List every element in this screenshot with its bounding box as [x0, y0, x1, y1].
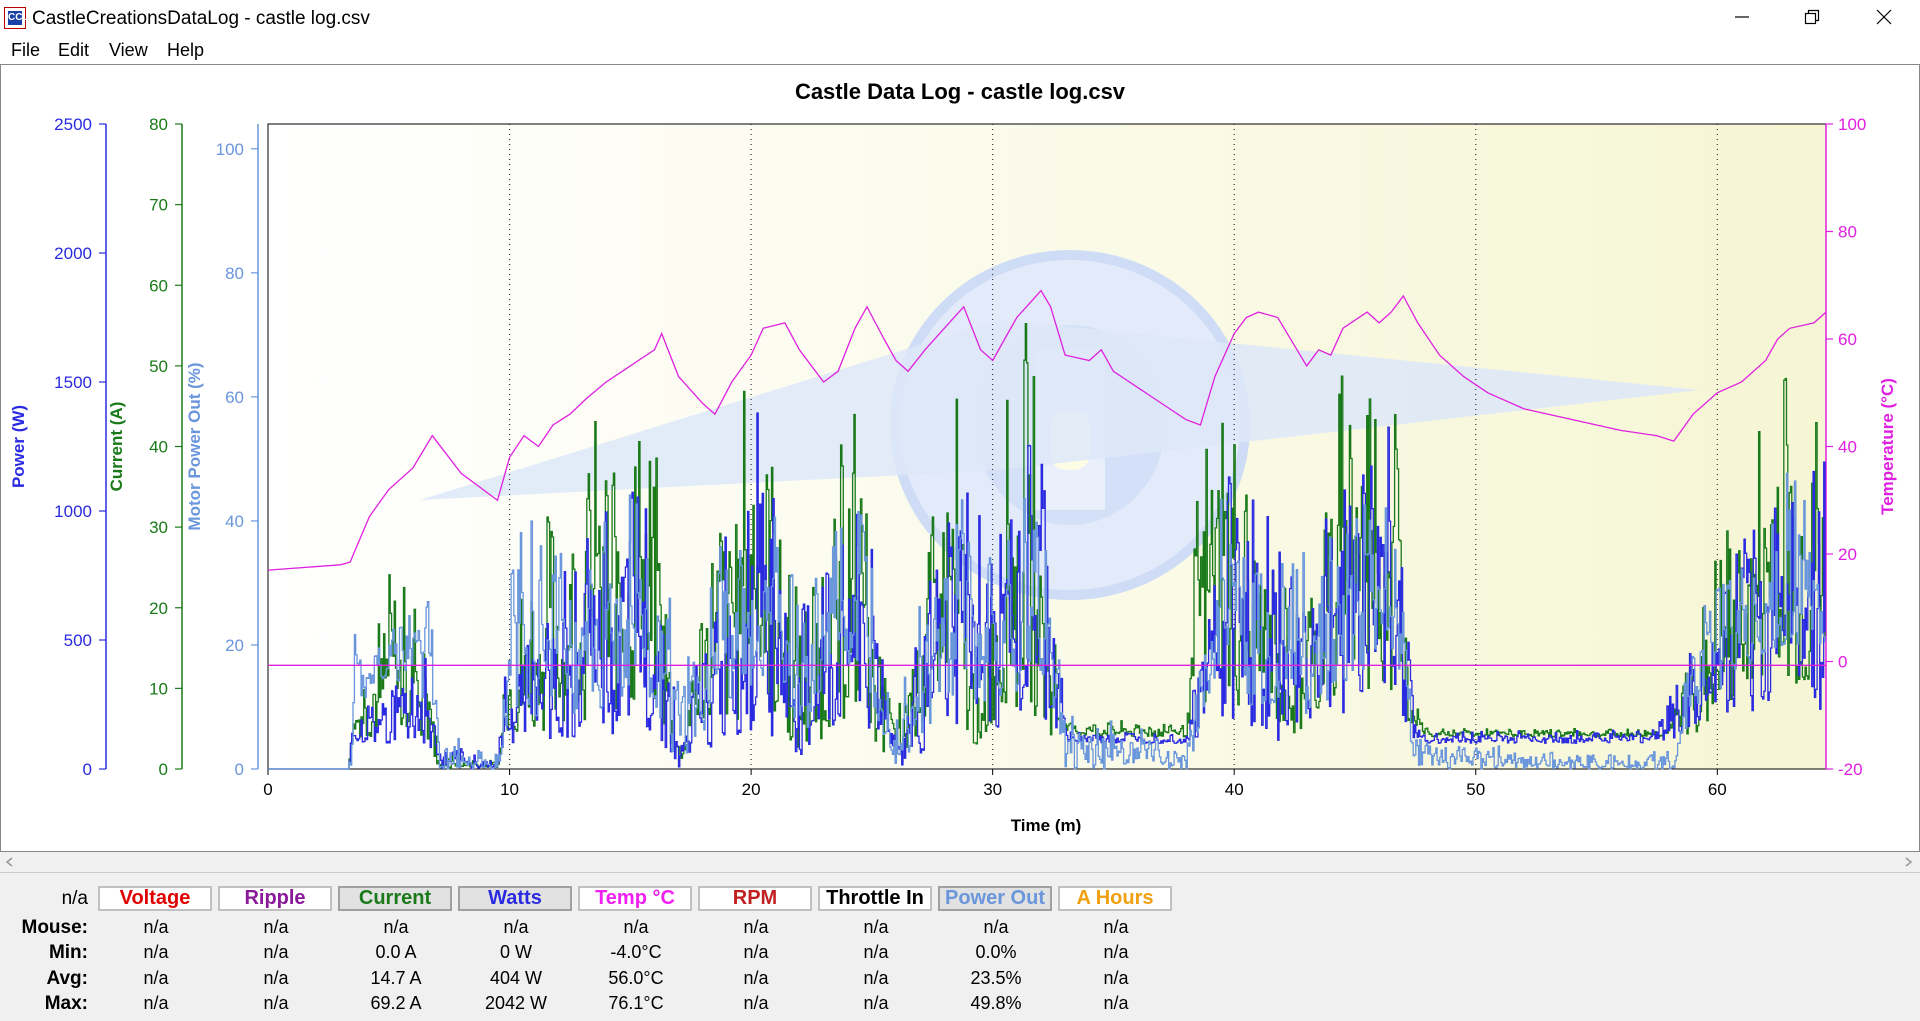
toggle-rpm[interactable]: RPM [698, 886, 812, 911]
stats-cell: n/a [143, 917, 169, 937]
scroll-right-icon [1905, 857, 1913, 867]
stats-cell: 0 W [499, 942, 532, 962]
toggle-a-hours[interactable]: A Hours [1058, 886, 1172, 911]
stats-row-label: Min: [48, 942, 88, 963]
stats-cell: 14.7 A [370, 968, 422, 988]
stats-cell: n/a [863, 917, 889, 937]
stats-cell: 69.2 A [370, 993, 422, 1013]
stats-cell: 0.0 A [375, 942, 417, 962]
toggle-current[interactable]: Current [338, 886, 452, 911]
horizontal-scrollbar[interactable] [0, 852, 1920, 872]
stats-cell: n/a [1103, 993, 1129, 1013]
stats-cell: n/a [743, 993, 769, 1013]
stats-cell: n/a [1103, 917, 1129, 937]
app-icon: CCL [4, 7, 29, 29]
toggle-power-out[interactable]: Power Out [938, 886, 1052, 911]
chart-panel[interactable] [0, 64, 1920, 852]
close-button[interactable] [1856, 0, 1912, 34]
stats-row-label: Mouse: [21, 917, 89, 938]
stats-cell: n/a [383, 917, 409, 937]
stats-cell: n/a [743, 917, 769, 937]
stats-row-label: Max: [44, 993, 88, 1014]
stats-cell: n/a [863, 942, 889, 962]
stats-cell: n/a [743, 942, 769, 962]
minimize-icon [1735, 16, 1749, 18]
stats-cell: n/a [1103, 942, 1129, 962]
restore-button[interactable] [1784, 0, 1840, 34]
stats-cell: n/a [143, 942, 169, 962]
stats-cell: n/a [1103, 968, 1129, 988]
stats-cell: n/a [263, 993, 289, 1013]
toggle-temp-c[interactable]: Temp °C [578, 886, 692, 911]
stats-cell: 49.8% [970, 993, 1022, 1013]
menu-view[interactable]: View [109, 40, 148, 60]
stats-cell: -4.0°C [610, 942, 662, 962]
menu-help[interactable]: Help [167, 40, 205, 60]
minimize-button[interactable] [1714, 0, 1770, 34]
stats-row-label: Avg: [46, 968, 88, 989]
close-icon [1876, 9, 1892, 25]
restore-icon [1804, 9, 1820, 25]
stats-cell: n/a [743, 968, 769, 988]
menu-bar: File Edit View Help [0, 36, 1920, 64]
toggle-ripple[interactable]: Ripple [218, 886, 332, 911]
menu-file[interactable]: File [11, 40, 41, 60]
stats-cell: 23.5% [970, 968, 1022, 988]
stats-cell: n/a [263, 917, 289, 937]
scroll-left-icon [5, 857, 13, 867]
toggle-voltage[interactable]: Voltage [98, 886, 212, 911]
stats-cell: n/a [863, 968, 889, 988]
stats-cell: n/a [143, 968, 169, 988]
title-bar: CCL CastleCreationsDataLog - castle log.… [0, 0, 1920, 36]
stats-cell: n/a [983, 917, 1009, 937]
stats-cell: 56.0°C [608, 968, 664, 988]
stats-cell: n/a [503, 917, 529, 937]
window-title: CastleCreationsDataLog - castle log.csv [32, 8, 370, 29]
stats-cell: n/a [263, 968, 289, 988]
stats-cell: 0.0% [975, 942, 1017, 962]
stats-cell: n/a [623, 917, 649, 937]
chart-title: Castle Data Log - castle log.csv [794, 79, 1126, 104]
stats-header-value: n/a [61, 888, 88, 909]
stats-cell: n/a [863, 993, 889, 1013]
toggle-watts[interactable]: Watts [458, 886, 572, 911]
menu-edit[interactable]: Edit [58, 40, 90, 60]
toggle-throttle-in[interactable]: Throttle In [818, 886, 932, 911]
stats-cell: n/a [143, 993, 169, 1013]
stats-cell: 2042 W [484, 993, 548, 1013]
stats-cell: n/a [263, 942, 289, 962]
stats-cell: 76.1°C [608, 993, 664, 1013]
stats-cell: 404 W [489, 968, 543, 988]
